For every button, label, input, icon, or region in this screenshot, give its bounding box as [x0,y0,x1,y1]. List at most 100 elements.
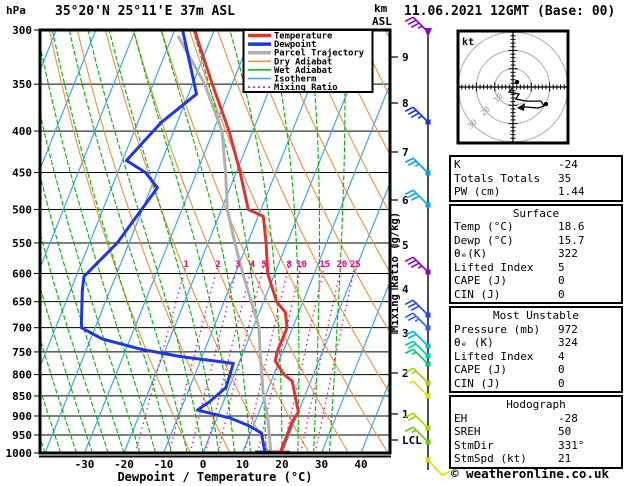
wet-adiabat-line [68,30,188,453]
stat-row: CAPE (J) 0 [454,274,618,288]
panel-section-title: Surface [512,206,560,220]
barb-full-tick [404,426,414,433]
legend-label: Dry Adiabat [274,56,332,67]
stat-value: -28 [558,411,578,425]
km-tick-label: 3 [402,327,409,340]
isotherm-line [40,30,97,171]
km-tick-label: 4 [402,283,409,296]
barb-full-tick [404,348,414,355]
stat-label: θₑ (K) [454,336,494,349]
wind-barb [404,340,431,359]
barb-full-tick [410,22,420,29]
barb-half-tick [414,318,420,322]
barb-level-marker [425,343,431,349]
hodograph-trace-arrowhead [516,102,525,111]
altitude-axis-unit-km: km [374,2,388,15]
stat-label: Pressure (mb) [454,322,541,336]
mixing-ratio-line [257,261,303,453]
temperature-axis: -30 -20 -10 0 10 20 30 40 Dewpoint / Temperature… [75,458,368,484]
stat-value: 15.7 [558,233,585,247]
panel-box-indices: K -24 Totals Totals 35 PW (cm) 1.44 [449,155,623,202]
mixing-ratio-line [217,261,266,453]
dry-adiabat-line [328,30,390,156]
barb-level-marker [425,361,431,367]
wind-barb [404,106,431,125]
barb-level-marker [425,119,431,125]
pressure-tick-label: 600 [12,268,32,281]
stat-label: CIN (J) [454,376,501,390]
hodograph-unit-label: kt [462,37,474,48]
barb-full-tick [407,415,417,422]
barb-full-tick [404,367,414,374]
barb-full-tick [404,330,414,337]
stat-row: StmSpd (kt) 21 [454,452,618,466]
temp-tick-label: 40 [354,458,367,471]
stat-row: θₑ(K) 322 [454,247,618,261]
mixing-ratio-line [281,261,326,453]
wet-adiabat-line [51,30,172,453]
barb-full-tick [410,262,420,269]
barb-level-marker [425,353,431,359]
stat-label: StmSpd (kt) [454,452,527,465]
stat-row: θₑ (K) 324 [454,336,618,350]
wind-barb [404,299,431,318]
wet-adiabat-line [40,284,93,453]
isotherm-line [162,30,334,453]
mixing-ratio-line [314,261,357,453]
pressure-tick-label: 450 [12,166,32,179]
panel-box-surface: Surface Temp (°C) 18.6 Dewp (°C) 15.7 θₑ(K) 32… [449,203,623,304]
dry-adiabat-line [300,30,390,215]
pressure-tick-label: 400 [12,125,32,138]
wind-barb [404,412,431,431]
stat-row: K -24 [454,158,618,172]
barb-level-marker [425,269,431,275]
pressure-tick-label: 800 [12,369,32,382]
wind-barb [404,157,431,176]
panel-section-title: Most Unstable [492,309,580,322]
barb-half-tick [408,380,414,384]
temp-tick-label: -30 [75,458,95,471]
pressure-tick-label: 750 [12,346,32,359]
barb-full-tick [410,112,420,119]
barb-arrow-marker [424,28,432,37]
pressure-tick-label: 350 [12,78,32,91]
panel-box-most-unstable: Most Unstable Pressure (mb) 972 θₑ (K) 324 Li… [449,306,623,393]
barb-full-tick [404,412,414,419]
isotherm-line [281,181,390,453]
wind-barb-column [404,16,451,477]
stat-row: StmDir 331° [454,439,618,453]
wet-adiabat-line [40,111,141,453]
barb-full-tick [404,312,414,319]
barb-half-tick [411,429,417,433]
wind-barb [404,256,431,275]
barb-level-marker [425,425,431,431]
mixing-ratio-value-label: 20 [336,260,347,270]
barb-half-tick [417,115,423,119]
dry-adiabat-line [132,30,310,453]
barb-full-tick [404,256,414,263]
stat-value: 0 [558,287,565,301]
pressure-axis-unit: hPa [6,4,26,17]
mixing-ratio-line [134,261,188,453]
background-lines [40,30,390,453]
stat-value: 972 [558,322,578,336]
wet-adiabat-line [40,42,157,453]
barb-full-tick [407,19,417,26]
barb-full-tick [404,340,414,347]
wind-barb [404,348,431,367]
dewpoint-curve [79,30,267,453]
pressure-tick-label: 850 [12,390,32,403]
wind-barb [404,330,431,349]
wet-adiabat-line [87,30,204,453]
stat-row: CIN (J) 0 [454,377,618,391]
stat-row: Temp (°C) 18.6 [454,220,618,234]
barb-full-tick [407,315,417,322]
station-title: 35°20'N 25°11'E 37m ASL [55,4,236,19]
legend-label: Isotherm [274,75,316,85]
stat-row: CAPE (J) 0 [454,363,618,377]
dry-adiabat-line [272,30,390,274]
legend-label: Wet Adiabat [274,65,332,76]
pressure-tick-label: 950 [12,429,32,442]
